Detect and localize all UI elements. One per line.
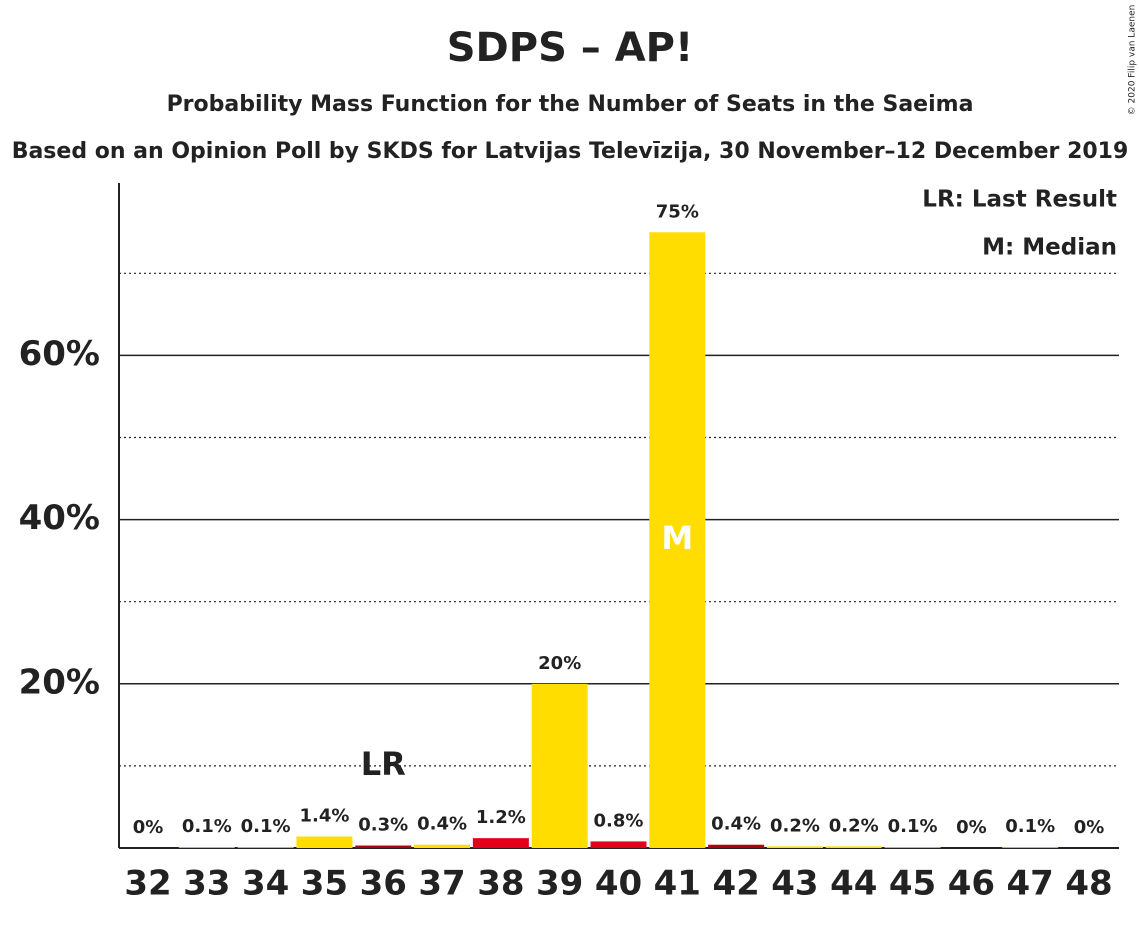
x-tick-label: 37 [418, 864, 465, 904]
x-tick-label: 48 [1065, 864, 1112, 904]
legend-entry: M: Median [982, 235, 1117, 261]
bar [178, 847, 235, 848]
value-label: 1.4% [299, 806, 349, 827]
bar [237, 847, 294, 848]
bar [355, 845, 412, 848]
bar [472, 838, 529, 848]
value-label: 0.8% [594, 810, 644, 831]
value-label: 20% [538, 653, 581, 674]
x-tick-label: 41 [654, 864, 701, 904]
value-label: 75% [656, 201, 699, 222]
x-tick-label: 40 [595, 864, 642, 904]
bar [884, 847, 941, 848]
bar [708, 844, 765, 848]
credit: © 2020 Filip van Laenen [1128, 5, 1138, 116]
bar [590, 841, 647, 848]
x-tick-label: 39 [536, 864, 583, 904]
x-tick-label: 35 [301, 864, 348, 904]
x-tick-label: 34 [242, 864, 289, 904]
bar [825, 846, 882, 848]
value-label: 0.4% [417, 814, 467, 835]
value-label: 0% [133, 817, 164, 838]
x-tick-label: 32 [124, 864, 171, 904]
value-label: 0.2% [829, 815, 879, 836]
annotation: M [661, 519, 693, 557]
x-tick-label: 46 [948, 864, 995, 904]
x-tick-label: 44 [830, 864, 877, 904]
value-label: 0.1% [182, 816, 232, 837]
x-tick-label: 43 [771, 864, 818, 904]
bar [1002, 847, 1059, 848]
value-label: 0.4% [711, 814, 761, 835]
value-label: 0.1% [1005, 816, 1055, 837]
bar [296, 836, 353, 848]
subtitle: Probability Mass Function for the Number… [167, 92, 974, 117]
bar [766, 846, 823, 848]
x-tick-label: 45 [889, 864, 936, 904]
subtitle: Based on an Opinion Poll by SKDS for Lat… [12, 139, 1129, 164]
x-tick-label: 47 [1007, 864, 1054, 904]
x-tick-label: 36 [360, 864, 407, 904]
bar [649, 232, 706, 848]
value-label: 0.1% [241, 816, 291, 837]
x-tick-label: 33 [183, 864, 230, 904]
bar [414, 844, 471, 848]
value-label: 0.1% [888, 816, 938, 837]
value-label: 0% [956, 817, 987, 838]
legend-entry: LR: Last Result [922, 187, 1117, 213]
y-tick-label: 20% [19, 662, 100, 702]
bar [531, 683, 588, 848]
x-tick-label: 38 [477, 864, 524, 904]
value-label: 0.3% [358, 815, 408, 836]
value-label: 0% [1074, 817, 1105, 838]
annotation: LR [361, 745, 406, 783]
x-tick-label: 42 [712, 864, 759, 904]
value-label: 0.2% [770, 815, 820, 836]
y-tick-label: 40% [19, 498, 100, 538]
value-label: 1.2% [476, 807, 526, 828]
chart-title: SDPS – AP! [447, 25, 694, 71]
y-tick-label: 60% [19, 334, 100, 374]
